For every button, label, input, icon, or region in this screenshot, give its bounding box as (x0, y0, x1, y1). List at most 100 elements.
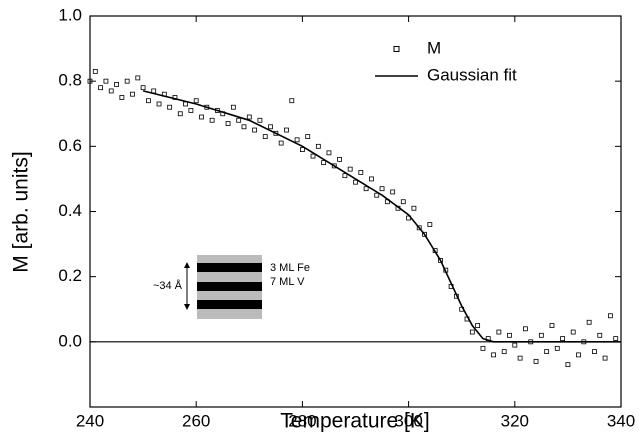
inset-period: ~34 Å (153, 279, 183, 292)
legend-marker (393, 46, 400, 52)
data-point (278, 140, 284, 146)
data-point (236, 117, 242, 123)
y-tick-label: 1.0 (58, 5, 82, 24)
data-point (140, 85, 146, 91)
data-point (353, 179, 358, 185)
plot-frame (89, 15, 622, 408)
data-point (475, 323, 481, 328)
data-point (135, 75, 141, 81)
data-point (390, 189, 396, 195)
data-point (199, 114, 204, 120)
data-point (427, 222, 433, 227)
data-point (523, 326, 528, 332)
fe-layer (197, 282, 262, 291)
data-point (310, 153, 316, 159)
data-point (246, 114, 252, 120)
x-tick-label: 280 (288, 411, 316, 430)
data-point (438, 257, 443, 263)
x-tick-label: 300 (394, 411, 422, 430)
legend-label: Gaussian fit (427, 65, 517, 84)
data-point (607, 313, 613, 319)
data-point (576, 352, 581, 358)
x-tick-label: 260 (182, 411, 210, 430)
data-point (602, 355, 608, 361)
x-tick-label: 340 (607, 411, 635, 430)
data-point (347, 166, 353, 172)
inset: ~34 Å 3 ML Fe 7 ML V (153, 255, 310, 319)
data-point (512, 342, 518, 348)
data-point (294, 137, 300, 143)
data-point (183, 101, 188, 107)
data-point (167, 104, 173, 110)
data-point (549, 323, 555, 328)
data-point (491, 352, 496, 358)
arrow-heads (184, 262, 190, 310)
data-point (87, 78, 93, 84)
data-point (331, 163, 337, 169)
data-point (193, 98, 199, 104)
data-point (103, 78, 109, 84)
data-point (119, 95, 125, 100)
data-point (379, 186, 385, 192)
data-point (273, 130, 279, 136)
data-point (369, 176, 374, 182)
data-point (114, 82, 119, 87)
data-point (411, 205, 417, 211)
data-point (422, 231, 427, 237)
data-point (597, 332, 603, 338)
data-point (98, 85, 104, 91)
data-point (480, 345, 486, 351)
inset-v: 7 ML V (270, 276, 305, 288)
data-point (252, 127, 258, 133)
data-point (188, 108, 194, 113)
legend-label: M (427, 38, 441, 57)
x-tick-label: 320 (501, 411, 529, 430)
data-point (533, 358, 539, 364)
data-point (538, 332, 544, 338)
data-point (108, 88, 114, 94)
y-tick-label: 0.0 (58, 331, 82, 350)
data-point (507, 332, 512, 338)
data-point (225, 121, 231, 126)
data-point (560, 336, 565, 341)
y-tick-label: 0.6 (58, 136, 82, 155)
y-tick-label: 0.2 (58, 266, 82, 285)
data-point (92, 68, 98, 74)
data-point (358, 169, 364, 175)
fe-layer (197, 263, 262, 272)
data-point (257, 117, 263, 123)
data-point (554, 345, 560, 351)
data-point (268, 124, 273, 130)
data-point (613, 336, 619, 341)
x-axis-title: Temperature [K] (280, 410, 429, 433)
data-point (284, 127, 289, 133)
data-point (586, 319, 592, 325)
y-axis-title: M [arb. units] (10, 151, 33, 272)
data-point (156, 101, 162, 107)
fit-line (142, 90, 621, 343)
fe-layer (197, 300, 262, 309)
data-point (565, 362, 571, 368)
data-point (241, 124, 247, 130)
inset-fe: 3 ML Fe (270, 262, 310, 274)
data-point (130, 91, 135, 97)
data-point (299, 147, 305, 152)
data-point (337, 156, 342, 162)
data-point (305, 134, 311, 139)
data-point (501, 349, 507, 355)
x-tick-label: 240 (76, 411, 104, 430)
data-point (342, 173, 348, 179)
y-tick-label: 0.8 (58, 71, 82, 90)
data-point (124, 78, 130, 84)
data-point (209, 117, 215, 123)
data-point (151, 88, 157, 94)
data-point (230, 104, 236, 110)
data-point (321, 160, 327, 166)
data-point (416, 225, 422, 231)
y-tick-label: 0.4 (58, 201, 82, 220)
data-point (326, 150, 332, 156)
data-point (363, 186, 369, 192)
data-point (570, 329, 576, 335)
data-point (517, 355, 523, 361)
